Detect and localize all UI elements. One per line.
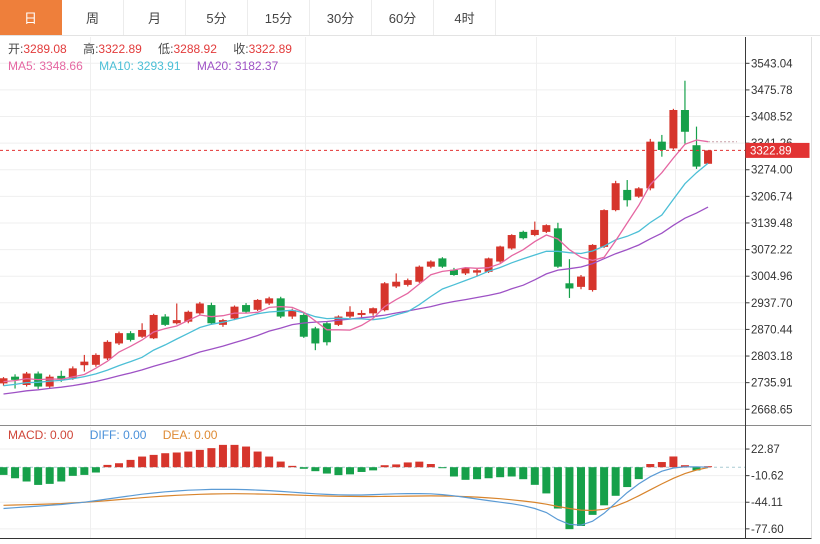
axis-tick-label: 3408.52 [751,112,793,124]
current-price-tag [745,142,810,158]
macd-histogram [0,444,713,530]
tab-weekly[interactable]: 周 [62,0,124,35]
axis-tick-label: 3004.96 [751,271,793,283]
gridlines [0,37,745,538]
axis-tick-label: 3543.04 [751,58,793,70]
candlesticks [0,80,713,389]
axis-tick-label: 2803.18 [751,351,793,363]
axis-tick-label: 3475.78 [751,85,793,97]
dea-line [3,467,709,512]
tab-4hour[interactable]: 4时 [434,0,496,35]
macd-value: MACD: 0.00 [8,428,74,442]
dea-value: DEA: 0.00 [162,428,218,442]
tab-daily[interactable]: 日 [0,0,62,35]
open-value: 开:3289.08 [8,42,67,56]
axis-tick-label: 3206.74 [751,191,793,203]
diff-value: DIFF: 0.00 [89,428,147,442]
axis-tick-label: 2870.44 [751,324,793,336]
ma-legend: MA5: 3348.66 MA10: 3293.91 MA20: 3182.37 [8,59,291,73]
timeframe-tabbar: 日 周 月 5分 15分 30分 60分 4时 [0,0,820,36]
tab-monthly[interactable]: 月 [124,0,186,35]
low-value: 低:3288.92 [158,42,217,56]
tab-5min[interactable]: 5分 [186,0,248,35]
current-price-tag-label: 3322.89 [750,145,792,157]
tab-30min[interactable]: 30分 [310,0,372,35]
tab-60min[interactable]: 60分 [372,0,434,35]
high-value: 高:3322.89 [83,42,142,56]
axis-tick-label: 22.87 [751,444,780,456]
ma5-line [3,139,709,383]
macd-legend: MACD: 0.00 DIFF: 0.00 DEA: 0.00 [8,428,230,442]
axis-tick-label: -10.62 [751,471,784,483]
axis-labels: 3543.043475.783408.523341.263274.003206.… [745,58,793,536]
close-value: 收:3322.89 [233,42,292,56]
axis-tick-label: 2735.91 [751,378,793,390]
axis-tick-label: -44.11 [751,497,783,509]
ma5-value: MA5: 3348.66 [8,59,83,73]
ma20-value: MA20: 3182.37 [196,59,279,73]
axis-tick-label: 3072.22 [751,245,793,257]
ma10-line [3,162,709,387]
axis-tick-label: 3274.00 [751,165,793,177]
axis-tick-label: 2668.65 [751,404,793,416]
axis-tick-label: 2937.70 [751,298,793,310]
axis-tick-label: -77.60 [751,524,784,536]
ohlc-legend: 开:3289.08 高:3322.89 低:3288.92 收:3322.89 [8,40,305,57]
diff-line [3,466,709,526]
ma10-value: MA10: 3293.91 [99,59,181,73]
axis-tick-label: 3139.48 [751,218,793,230]
tab-15min[interactable]: 15分 [248,0,310,35]
